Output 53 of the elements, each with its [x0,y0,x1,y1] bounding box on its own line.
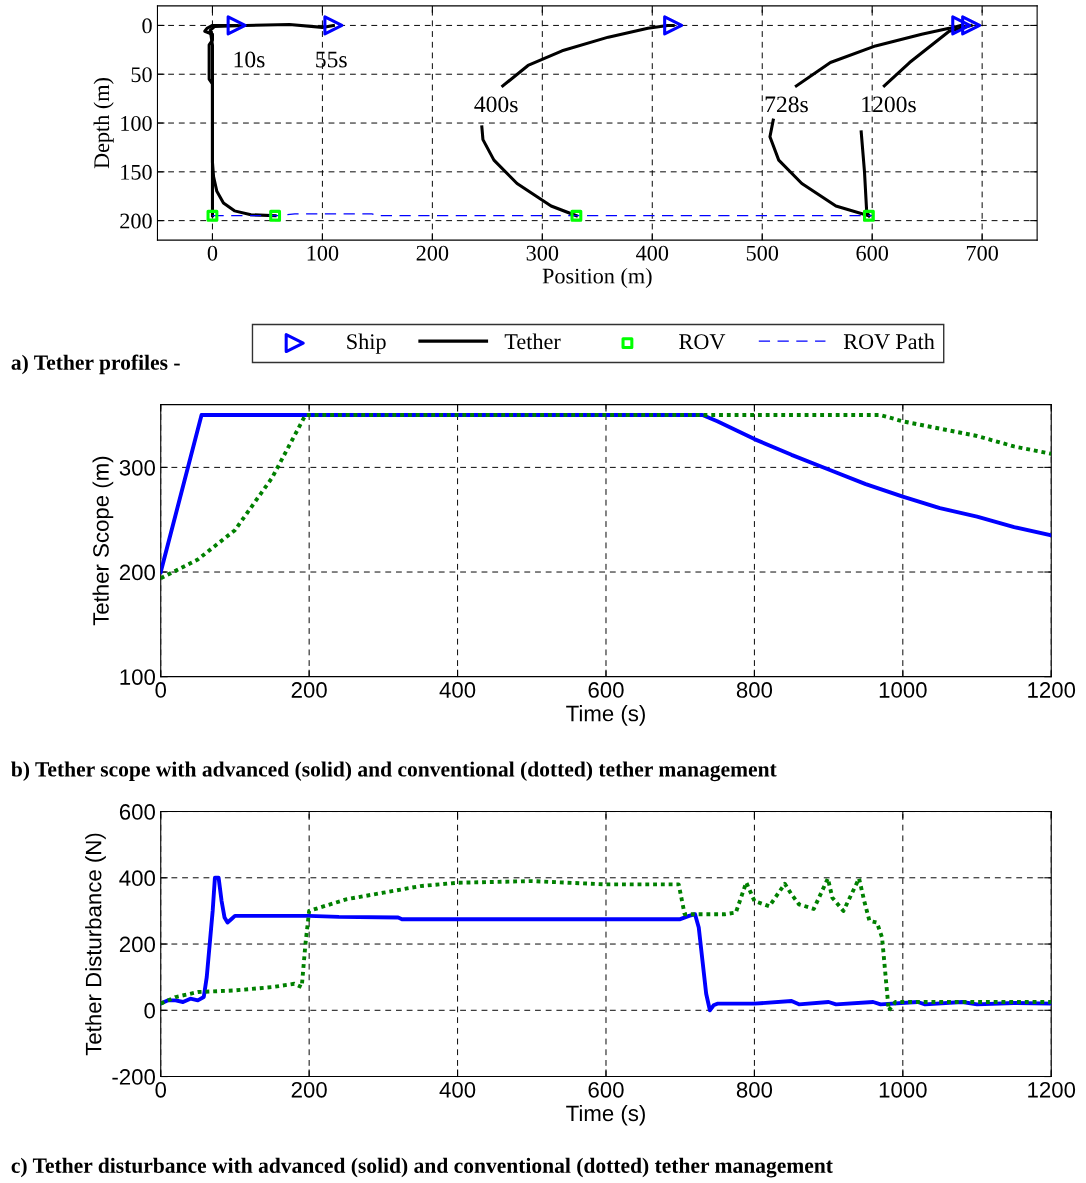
annotation: 1200s [862,96,916,113]
x-tick-label: 1000 [879,682,927,698]
x-tick-label: 1200 [1028,682,1076,698]
x-axis-title: Time (s) [566,705,645,726]
y-tick-label: 200 [120,213,152,229]
y-tick-label: 600 [119,804,155,820]
y-tick-label: 0 [142,18,152,34]
x-tick-label: 0 [155,682,167,698]
x-tick-label: 800 [736,1081,773,1098]
x-axis-title: Time (s) [566,1104,645,1126]
x-tick-label: 400 [439,1081,476,1098]
x-tick-label: 100 [307,245,339,261]
x-tick-label: 800 [736,682,773,698]
y-tick-label: 100 [120,669,155,685]
annotation: 55s [316,51,347,68]
x-tick-label: 200 [291,1081,327,1098]
text: c) Tether disturbance with advanced (solid) and conventional (dotted) tether management [11,1157,833,1178]
x-axis-title: Position (m) [542,267,652,289]
y-tick-label: 150 [121,164,152,180]
x-tick-label: 400 [636,245,669,261]
y-tick-label: 300 [119,459,155,476]
annotation: 728s [765,96,808,113]
x-tick-label: 600 [588,682,624,698]
x-tick-label: 0 [155,1081,167,1098]
x-tick-label: 400 [439,682,476,698]
annotation: 10s [234,51,265,68]
y-axis-title: Tether Disturbance (N) [85,833,106,1056]
legend-label: ROV [679,334,726,350]
legend-label: Tether [504,333,561,350]
legend-label: ROV Path [843,333,935,350]
x-tick-label: 300 [526,245,559,261]
text: a) Tether profiles - [11,354,180,375]
annotation: 400s [474,96,518,113]
y-tick-label: 200 [119,564,155,581]
x-tick-label: 600 [588,1081,624,1098]
x-tick-label: 600 [856,245,889,261]
text: b) Tether scope with advanced (solid) and conventional (dotted) tether management [11,761,777,782]
x-tick-label: 1000 [879,1081,927,1098]
x-tick-label: 200 [291,682,327,698]
y-tick-label: 0 [144,1002,155,1019]
y-tick-label: 200 [119,936,155,953]
x-tick-label: 700 [966,245,998,261]
x-tick-label: 500 [746,245,779,261]
y-tick-label: 400 [119,870,155,887]
y-tick-label: 100 [121,115,152,131]
x-tick-label: 200 [416,245,449,261]
x-tick-label: 0 [207,245,218,261]
y-axis-title: Depth (m) [93,78,114,169]
y-tick-label: -200 [112,1069,155,1085]
x-tick-label: 1200 [1028,1081,1076,1098]
y-tick-label: 50 [131,67,152,83]
legend-label: Ship [347,333,386,354]
y-axis-title: Tether Scope (m) [92,456,114,626]
